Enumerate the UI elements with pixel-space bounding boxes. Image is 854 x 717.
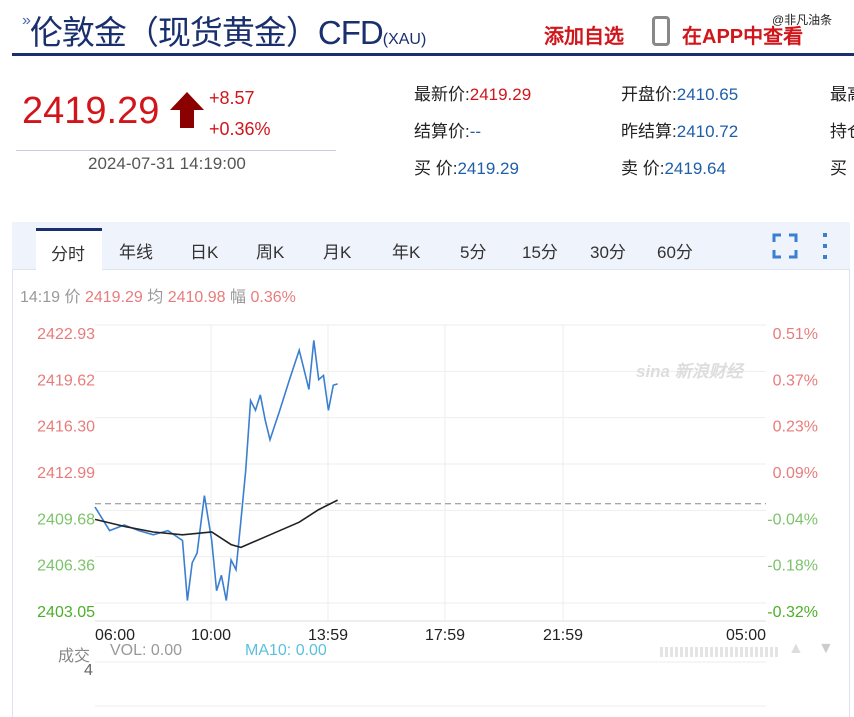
pct-tick-label: 0.23% xyxy=(773,419,818,436)
price-change: +8.57 xyxy=(209,88,255,108)
scroll-up-icon[interactable]: ▲ xyxy=(788,640,804,657)
tab-6[interactable]: 5分 xyxy=(460,243,487,262)
avg-line xyxy=(94,499,338,549)
y-tick-label: 2409.68 xyxy=(37,511,95,528)
pct-tick-label: 0.51% xyxy=(773,326,818,343)
phone-icon xyxy=(652,16,670,46)
volume-axis-value: 4 xyxy=(84,662,93,679)
pct-tick-label: 0.09% xyxy=(773,465,818,482)
tab-7[interactable]: 15分 xyxy=(522,243,558,262)
tab-0[interactable]: 分时 xyxy=(51,245,85,264)
divider xyxy=(16,150,336,151)
quote-field-label: 卖 价: xyxy=(621,159,665,178)
quote-field-label: 买 xyxy=(830,159,847,178)
ma10-value: MA10: 0.00 xyxy=(245,642,327,659)
quote-field-label: 最新价: xyxy=(414,85,470,104)
tab-4[interactable]: 月K xyxy=(323,243,352,262)
sina-watermark: sina 新浪财经 xyxy=(636,362,743,381)
quote-field: 结算价:-- xyxy=(414,117,481,142)
volume-label: 成交 xyxy=(58,648,91,665)
quote-field: 最新价:2419.29 xyxy=(414,80,531,105)
x-tick-label: 17:59 xyxy=(425,627,465,644)
page-title: »伦敦金（现货黄金）CFD(XAU) xyxy=(22,12,427,51)
price-line xyxy=(94,340,338,601)
double-chevron-icon: » xyxy=(22,12,31,29)
quote-field-label: 开盘价: xyxy=(621,85,677,104)
quote-timestamp: 2024-07-31 14:19:00 xyxy=(88,154,246,173)
pct-tick-label: 0.37% xyxy=(773,372,818,389)
active-tab-bg xyxy=(36,228,102,271)
add-watchlist-button[interactable]: 添加自选 xyxy=(544,26,624,48)
crosshair-info: 14:19 价 2419.29 均 2410.98 幅 0.36% xyxy=(20,289,296,306)
price-change-pct: +0.36% xyxy=(209,119,271,139)
y-tick-label: 2422.93 xyxy=(37,326,95,343)
x-tick-label: 10:00 xyxy=(191,627,231,644)
quote-field: 最高 xyxy=(830,80,854,105)
chart-tabs xyxy=(12,222,850,270)
y-tick-label: 2403.05 xyxy=(37,604,95,621)
y-tick-label: 2406.36 xyxy=(37,558,95,575)
quote-field: 买 价:2419.29 xyxy=(414,154,519,179)
scroll-track[interactable] xyxy=(660,647,778,657)
current-price: 2419.29 xyxy=(22,90,160,132)
x-tick-label: 06:00 xyxy=(95,627,135,644)
pct-tick-label: -0.04% xyxy=(767,511,818,528)
tab-5[interactable]: 年K xyxy=(392,243,421,262)
y-tick-label: 2419.62 xyxy=(37,372,95,389)
quote-field-value: 2419.64 xyxy=(664,159,726,178)
x-tick-label: 13:59 xyxy=(308,627,348,644)
header-divider xyxy=(12,53,854,56)
quote-field-label: 最高 xyxy=(830,85,854,104)
more-options-icon[interactable] xyxy=(820,233,830,259)
y-tick-label: 2412.99 xyxy=(37,465,95,482)
quote-field: 持仓 xyxy=(830,117,854,142)
quote-field-value: 2419.29 xyxy=(457,159,519,178)
quote-field-value: 2419.29 xyxy=(469,85,532,104)
quote-field-value: 2410.72 xyxy=(676,122,739,141)
x-tick-label: 05:00 xyxy=(726,627,766,644)
tab-2[interactable]: 日K xyxy=(190,243,219,262)
tab-1[interactable]: 年线 xyxy=(119,243,153,262)
tab-9[interactable]: 60分 xyxy=(657,243,693,262)
quote-field: 昨结算:2410.72 xyxy=(621,117,738,142)
vol-value: VOL: 0.00 xyxy=(110,642,183,659)
quote-field-label: 昨结算: xyxy=(621,122,677,141)
watermark: @非凡油条 xyxy=(772,13,833,27)
x-tick-label: 21:59 xyxy=(543,627,583,644)
y-tick-label: 2416.30 xyxy=(37,419,95,436)
up-arrow-icon xyxy=(170,92,204,128)
quote-field-value: -- xyxy=(469,122,482,141)
quote-field-label: 持仓 xyxy=(830,122,854,141)
pct-tick-label: -0.32% xyxy=(767,604,818,621)
quote-field: 买 xyxy=(830,154,847,179)
quote-field: 开盘价:2410.65 xyxy=(621,80,738,105)
view-in-app-button[interactable]: 在APP中查看 xyxy=(682,26,804,48)
quote-field-label: 买 价: xyxy=(414,159,458,178)
quote-field-label: 结算价: xyxy=(414,122,470,141)
pct-tick-label: -0.18% xyxy=(767,558,818,575)
scroll-down-icon[interactable]: ▼ xyxy=(818,640,834,657)
tab-3[interactable]: 周K xyxy=(256,243,285,262)
fullscreen-icon[interactable] xyxy=(772,233,798,259)
tab-8[interactable]: 30分 xyxy=(590,243,626,262)
quote-field: 卖 价:2419.64 xyxy=(621,154,726,179)
quote-field-value: 2410.65 xyxy=(676,85,739,104)
